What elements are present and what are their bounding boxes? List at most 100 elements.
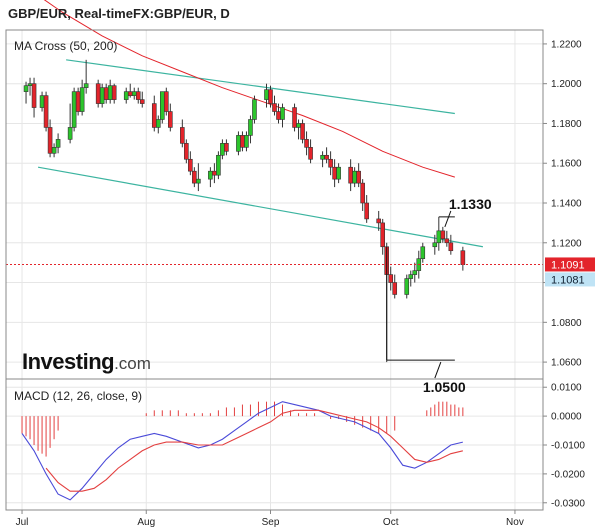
candle-down — [184, 139, 189, 164]
candle-body — [376, 218, 381, 224]
candle-body — [163, 91, 169, 112]
candle-body — [31, 83, 37, 108]
candle-up — [79, 79, 85, 116]
macd-line — [21, 401, 463, 501]
time-axis: Jul Aug Sep Oct Nov — [16, 510, 524, 528]
candle-body — [292, 107, 297, 128]
candle-down — [240, 131, 245, 152]
candles — [6, 59, 543, 363]
candle-body — [155, 119, 161, 128]
candle-body — [75, 91, 81, 112]
chart-title: GBP/EUR, Real-timeFX:GBP/EUR, D — [8, 6, 230, 21]
candle-body — [43, 95, 49, 128]
candle-up — [436, 216, 442, 251]
ma-cross-label: MA Cross (50, 200) — [14, 39, 118, 53]
candle-down — [364, 195, 369, 223]
candle-down — [444, 230, 450, 247]
macd-axis: -0.0300 -0.0200 -0.0100 0.0000 0.0100 — [543, 383, 585, 509]
candle-up — [131, 87, 137, 100]
candle-body — [236, 135, 241, 152]
candle-body — [336, 166, 341, 180]
plot-border — [5, 29, 544, 511]
candle-body — [364, 202, 369, 220]
candle-up — [99, 83, 105, 108]
candle-up — [236, 131, 241, 156]
price-tick-label: 1.2200 — [551, 39, 582, 50]
candle-body — [272, 103, 277, 112]
candle-down — [324, 147, 329, 164]
candle-down — [380, 218, 386, 255]
candle-down — [212, 163, 217, 184]
candle-body — [135, 91, 141, 100]
price-tick-label: 1.1600 — [551, 159, 582, 170]
candle-up — [208, 167, 213, 188]
bid-price-tag — [545, 272, 595, 287]
candle-body — [252, 99, 257, 120]
price-axis: 1.06001.08001.10001.12001.14001.16001.18… — [543, 39, 595, 369]
candle-body — [95, 83, 101, 104]
price-tick-label: 1.2000 — [551, 79, 582, 90]
candle-up — [159, 91, 165, 124]
candle-body — [360, 182, 365, 204]
macd-tick-label: -0.0300 — [551, 498, 585, 509]
candle-body — [71, 91, 77, 128]
candle-body — [460, 250, 466, 265]
price-tick-label: 1.1200 — [551, 238, 582, 249]
candle-body — [188, 158, 193, 172]
candle-up — [352, 167, 357, 188]
candle-body — [380, 222, 386, 248]
candle-body — [348, 166, 353, 184]
candle-up — [216, 151, 221, 180]
candle-down — [360, 179, 365, 211]
candle-body — [127, 91, 133, 96]
candle-body — [123, 91, 129, 100]
candle-down — [328, 151, 333, 176]
candle-down — [180, 119, 185, 148]
candle-body — [280, 107, 285, 120]
candle-down — [392, 274, 398, 299]
candle-down — [188, 151, 193, 176]
candle-body — [448, 242, 454, 252]
annotations: 1.1330 1.0500 — [386, 196, 492, 395]
candle-down — [388, 266, 394, 291]
candle-down — [31, 77, 37, 118]
candle-down — [111, 83, 117, 104]
candle-body — [79, 87, 85, 112]
candle-body — [23, 85, 29, 92]
candle-body — [244, 135, 249, 148]
candle-down — [139, 91, 145, 108]
candle-down — [440, 226, 446, 243]
candle-body — [27, 83, 33, 86]
candle-body — [332, 166, 337, 180]
candle-body — [436, 230, 442, 244]
candle-down — [272, 95, 277, 116]
candle-down — [376, 210, 381, 231]
last-price-value: 1.1091 — [551, 259, 585, 271]
candle-down — [268, 85, 273, 108]
candle-up — [412, 262, 418, 283]
macd-tick-label: 0.0000 — [551, 412, 582, 423]
candle-body — [184, 143, 189, 160]
price-tick-label: 1.0600 — [551, 358, 582, 369]
price-tick-label: 1.1400 — [551, 199, 582, 210]
candle-body — [103, 87, 109, 100]
ma-50-line — [43, 0, 455, 178]
candle-up — [55, 133, 61, 154]
candle-body — [308, 147, 313, 160]
candle-body — [151, 103, 157, 128]
candle-up — [220, 139, 225, 160]
brand-name: Investing — [22, 349, 115, 374]
candle-body — [67, 127, 73, 140]
candle-up — [244, 131, 249, 152]
candle-body — [51, 147, 57, 154]
candle-body — [111, 85, 117, 100]
channel-lower-line — [37, 166, 483, 248]
candle-up — [296, 119, 301, 140]
candle-down — [348, 159, 353, 192]
candle-body — [212, 170, 217, 176]
candle-body — [83, 83, 89, 88]
time-tick-label: Aug — [137, 517, 155, 528]
candle-body — [320, 154, 325, 160]
annotation-pointer — [444, 210, 452, 228]
candle-body — [300, 123, 305, 140]
